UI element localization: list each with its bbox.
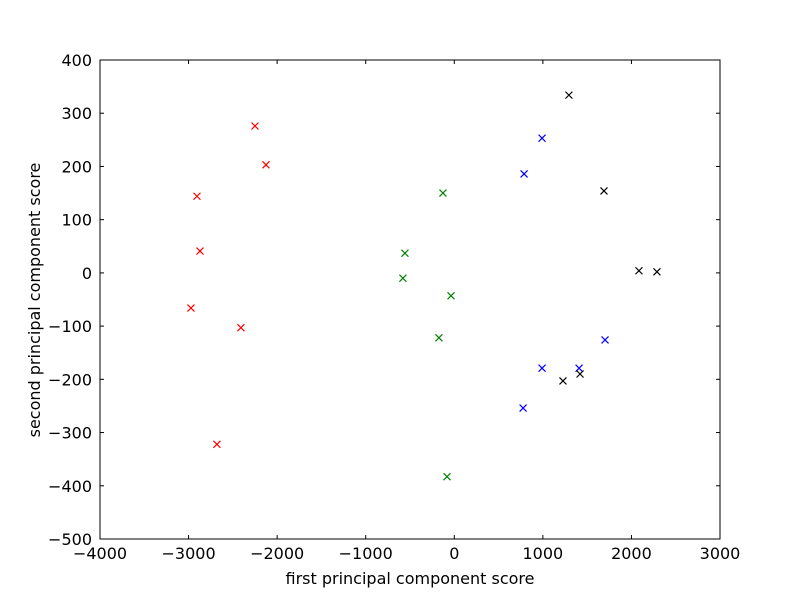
point	[187, 304, 195, 312]
point	[519, 404, 528, 412]
point	[212, 440, 221, 449]
point	[196, 247, 204, 255]
y-tick-label: 100	[61, 211, 92, 230]
point	[520, 169, 529, 178]
x-tick-label: 3000	[700, 544, 741, 563]
x-tick-label: −3000	[162, 544, 216, 563]
y-axis-label: second principal component score	[25, 163, 44, 438]
point	[401, 249, 409, 258]
point	[435, 333, 443, 342]
x-tick-label: 0	[449, 544, 459, 563]
point	[236, 323, 245, 332]
x-tick-label: −2000	[250, 544, 304, 563]
y-tick-label: −100	[48, 317, 92, 336]
y-tick-label: 200	[61, 157, 92, 176]
y-tick-label: 300	[61, 104, 92, 123]
y-tick-label: −500	[48, 530, 92, 549]
point	[398, 274, 407, 283]
point	[559, 377, 567, 385]
x-tick-label: −1000	[339, 544, 393, 563]
point	[653, 267, 661, 276]
y-tick-label: −400	[48, 477, 92, 496]
point	[601, 336, 609, 344]
y-tick-label: 0	[82, 264, 92, 283]
x-tick-label: 2000	[611, 544, 652, 563]
point	[443, 472, 451, 481]
y-tick-label: −300	[48, 424, 92, 443]
point	[600, 187, 608, 195]
point	[193, 192, 201, 201]
point	[262, 160, 270, 169]
point	[576, 370, 584, 378]
point	[447, 291, 455, 300]
y-tick-label: −200	[48, 370, 92, 389]
point	[564, 91, 573, 100]
point	[251, 122, 259, 130]
point	[635, 266, 643, 275]
point	[538, 134, 546, 143]
x-axis-label: first principal component score	[286, 569, 535, 588]
y-tick-label: 400	[61, 51, 92, 70]
x-tick-label: 1000	[522, 544, 563, 563]
point	[538, 364, 546, 373]
plot-frame	[99, 59, 721, 540]
point	[439, 189, 447, 197]
x-tick-label: −4000	[73, 544, 127, 563]
